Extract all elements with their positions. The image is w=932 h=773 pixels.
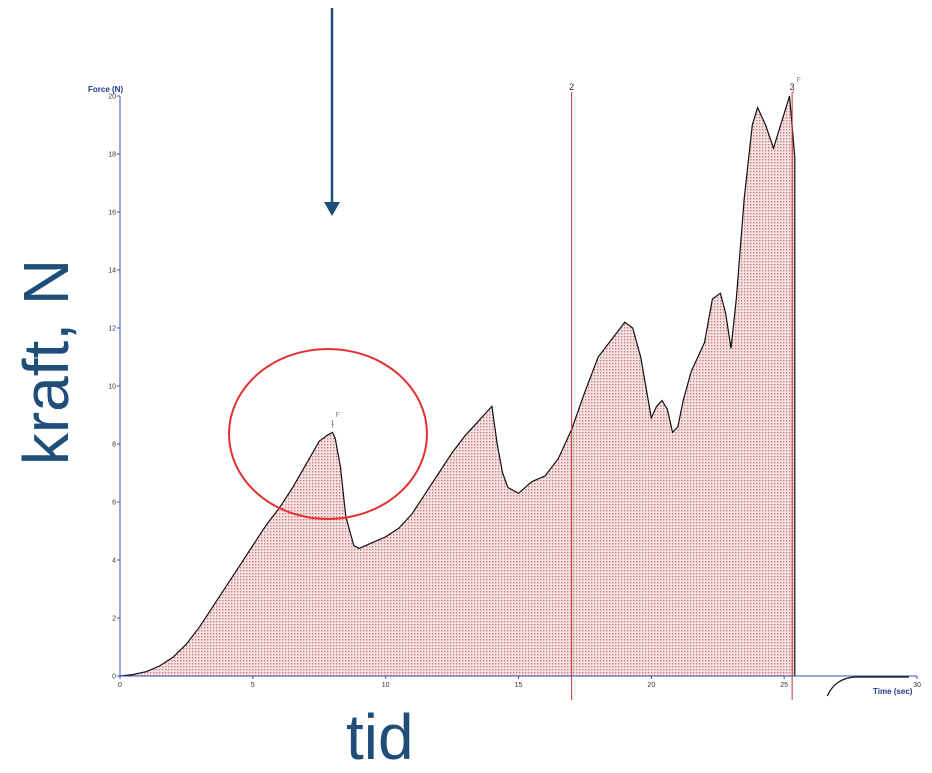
x-tick-label: 15: [515, 682, 523, 689]
down-arrow-head: [324, 202, 340, 216]
highlight-circle: [228, 348, 428, 520]
x-tick-label: 10: [382, 682, 390, 689]
peak-label: 1: [331, 420, 335, 427]
x-tick-label: 30: [913, 682, 921, 689]
x-tick-label: 25: [780, 682, 788, 689]
marker-label: 3: [790, 82, 795, 92]
peak-flag: F: [796, 77, 800, 84]
y-axis-title: Force (N): [88, 85, 123, 94]
peak-flag: F: [336, 412, 340, 419]
y-tick-label: 4: [112, 558, 116, 565]
y-tick-label: 14: [108, 268, 116, 275]
x-tick-label: 0: [118, 682, 122, 689]
y-tick-label: 6: [112, 500, 116, 507]
y-annotation-label: kraft, N: [10, 258, 82, 466]
series-line: [119, 95, 796, 677]
return-trace: [826, 676, 909, 697]
y-tick-label: 8: [112, 442, 116, 449]
x-axis-title: Time (sec): [873, 687, 913, 696]
y-tick-label: 0: [112, 674, 116, 681]
marker-label: 2: [569, 82, 574, 92]
y-tick-label: 20: [108, 94, 116, 101]
x-tick-label: 20: [647, 682, 655, 689]
y-tick-label: 2: [112, 616, 116, 623]
y-tick-label: 10: [108, 384, 116, 391]
series-area-fill: [120, 96, 795, 676]
x-annotation-label: tid: [346, 701, 414, 773]
x-tick-label: 5: [251, 682, 255, 689]
y-tick-label: 12: [108, 326, 116, 333]
y-tick-label: 18: [108, 152, 116, 159]
y-tick-label: 16: [108, 210, 116, 217]
